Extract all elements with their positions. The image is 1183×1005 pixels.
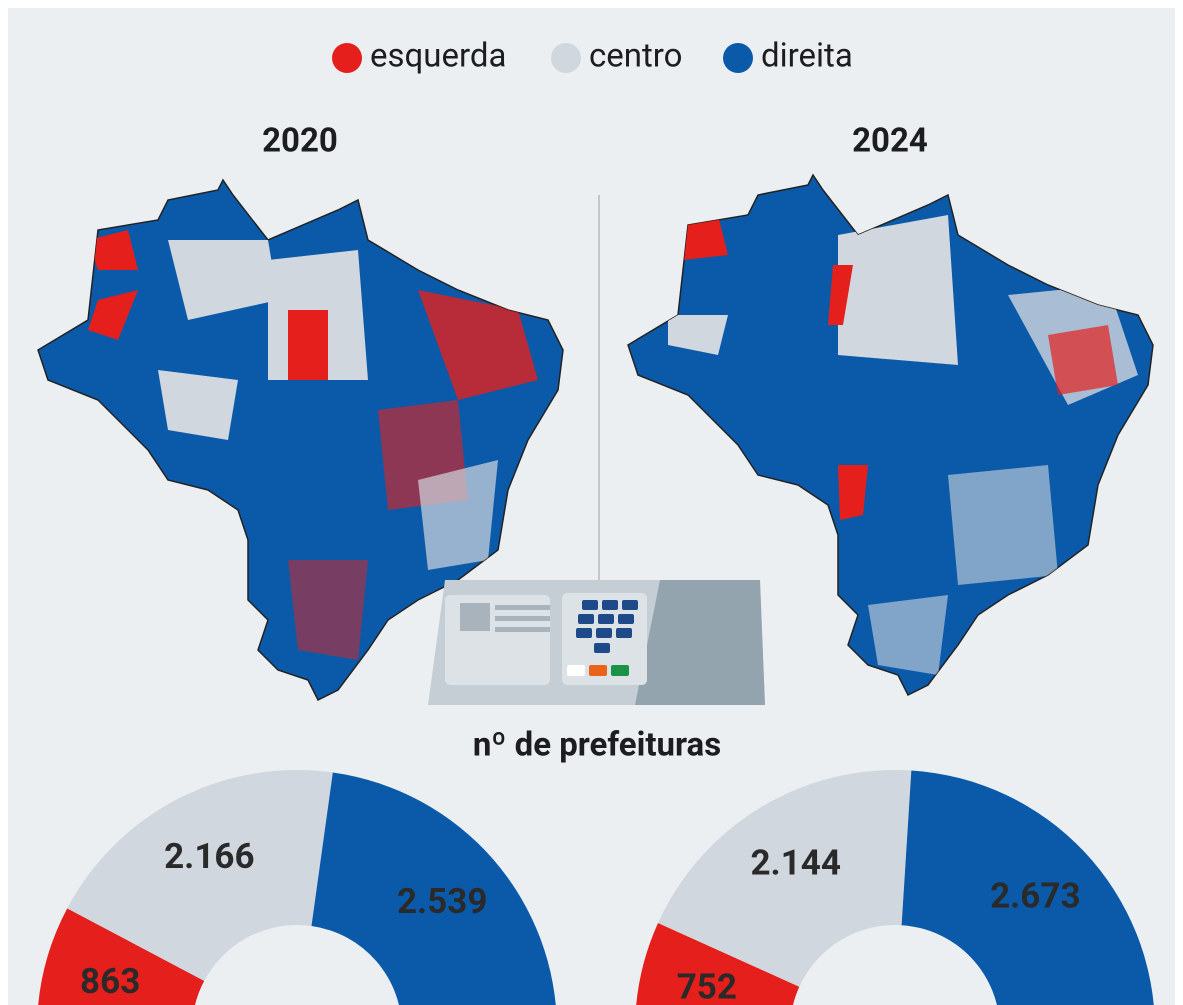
legend: esquerda centro direita — [332, 37, 853, 76]
chart-title: 2024 — [852, 122, 928, 161]
legend-swatch — [551, 43, 581, 73]
voting-machine — [428, 580, 765, 705]
value-label: 2.539 — [397, 881, 487, 922]
chart-title: 2020 — [262, 122, 338, 161]
legend-swatch — [332, 43, 362, 73]
value-label: 863 — [80, 961, 140, 1002]
infographic: nº de prefeituras esquerdacentrodireita … — [0, 0, 1183, 1005]
value-label: 2.166 — [164, 836, 254, 877]
value-label: 752 — [677, 967, 737, 1005]
value-label: 2.673 — [990, 875, 1080, 916]
value-label: 2.144 — [750, 842, 840, 883]
legend-label: esquerda — [370, 37, 506, 76]
legend-label: centro — [589, 37, 682, 76]
subtitle: nº de prefeituras — [473, 726, 721, 765]
legend-label: direita — [761, 37, 853, 76]
legend-swatch — [723, 43, 753, 73]
